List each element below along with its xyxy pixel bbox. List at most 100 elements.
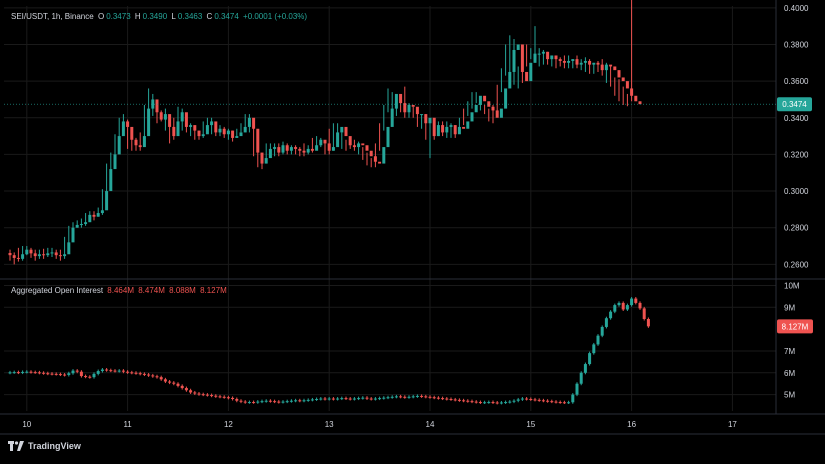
oi-candle-body [176, 383, 180, 386]
price-candle-body [294, 147, 298, 149]
oi-candle-body [281, 401, 285, 403]
price-candle-body [369, 150, 373, 157]
price-candle-body [105, 191, 109, 211]
y-tick-label: 0.4000 [784, 4, 809, 13]
oi-candle-body [201, 394, 205, 396]
price-candle-body [168, 114, 172, 127]
oi-candle-body [550, 401, 554, 403]
price-candle-body [205, 125, 209, 135]
price-candle-body [310, 148, 314, 151]
price-candle-body [462, 126, 466, 129]
price-candle-body [382, 147, 386, 164]
price-candle-body [579, 62, 583, 65]
oi-candle-body [134, 372, 138, 374]
price-candle-body [289, 147, 293, 151]
price-candle-body [491, 106, 495, 111]
oi-y-tick-label: 6M [784, 369, 795, 378]
price-candle-body [487, 101, 491, 107]
price-candle-body [520, 44, 524, 72]
oi-candle-body [470, 401, 474, 403]
price-candle-body [12, 255, 16, 258]
oi-open-value: 8.464M [107, 286, 134, 295]
oi-candle-body [163, 379, 167, 382]
oi-candle-body [100, 369, 104, 372]
price-candle-body [218, 128, 222, 133]
price-candle-body [567, 60, 571, 63]
oi-candle-body [399, 396, 403, 398]
price-candle-body [50, 252, 54, 254]
price-candle-body [327, 143, 331, 151]
price-candle-body [466, 121, 470, 129]
oi-title[interactable]: Aggregated Open Interest [11, 286, 104, 295]
price-candle-body [25, 249, 29, 255]
price-candle-body [319, 139, 323, 146]
oi-candle-body [499, 402, 503, 404]
oi-candle-body [168, 381, 172, 383]
oi-candle-body [609, 311, 613, 319]
oi-candle-body [306, 399, 310, 401]
oi-candle-body [130, 372, 134, 374]
x-tick-label: 14 [426, 420, 435, 429]
price-candle-body [428, 117, 432, 124]
price-candle-body [126, 121, 130, 127]
oi-candle-body [373, 398, 377, 400]
oi-candle-body [264, 400, 268, 402]
oi-candle-body [193, 392, 197, 394]
close-value: 0.3474 [214, 12, 239, 21]
oi-candle-body [50, 373, 54, 375]
oi-candle-body [394, 396, 398, 398]
price-candle-body [499, 108, 503, 118]
price-candle-body [504, 88, 508, 109]
price-candle-body [260, 152, 264, 164]
symbol-label[interactable]: SEI/USDT, 1h, Binance [11, 12, 94, 21]
oi-candle-body [260, 401, 264, 403]
price-candle-body [415, 106, 419, 115]
oi-candle-body [642, 308, 646, 319]
price-candle-body [348, 136, 352, 146]
oi-candle-body [336, 398, 340, 400]
oi-candle-body [449, 398, 453, 400]
price-candle-body [176, 121, 180, 137]
oi-candle-body [33, 372, 37, 374]
price-candle-body [281, 145, 285, 153]
price-candle-body [420, 114, 424, 116]
price-candle-body [340, 126, 344, 133]
price-candle-body [365, 145, 369, 151]
oi-candle-body [151, 375, 155, 377]
oi-candle-body [361, 397, 365, 399]
price-candle-body [554, 55, 558, 60]
price-candle-body [583, 60, 587, 63]
oi-candle-body [21, 371, 25, 373]
last-oi-badge-label: 8.127M [782, 322, 809, 331]
price-candle-body [432, 117, 436, 137]
oi-candle-body [323, 398, 327, 400]
price-candle-body [588, 60, 592, 65]
y-tick-label: 0.3200 [784, 150, 809, 159]
oi-candle-body [243, 401, 247, 403]
price-candle-body [84, 222, 88, 225]
price-candle-body [226, 130, 230, 135]
oi-candle-body [117, 370, 121, 372]
price-candle-body [625, 81, 629, 89]
price-candle-body [445, 126, 449, 133]
oi-candle-body [428, 396, 432, 398]
price-candle-body [117, 136, 121, 155]
price-candle-body [201, 134, 205, 137]
oi-candle-body [546, 400, 550, 402]
oi-candle-body [84, 376, 88, 378]
oi-candle-body [441, 398, 445, 400]
price-candle-body [58, 255, 62, 257]
price-candle-body [336, 132, 340, 148]
oi-candle-body [289, 400, 293, 402]
oi-candle-body [529, 398, 533, 400]
price-candle-body [373, 156, 377, 162]
oi-candle-body [96, 371, 100, 374]
oi-candle-body [273, 401, 277, 403]
price-candle-body [386, 126, 390, 148]
oi-candle-body [277, 401, 281, 403]
tradingview-logo[interactable]: TradingView [8, 441, 81, 451]
oi-candle-body [466, 400, 470, 402]
price-candle-body [113, 154, 117, 170]
